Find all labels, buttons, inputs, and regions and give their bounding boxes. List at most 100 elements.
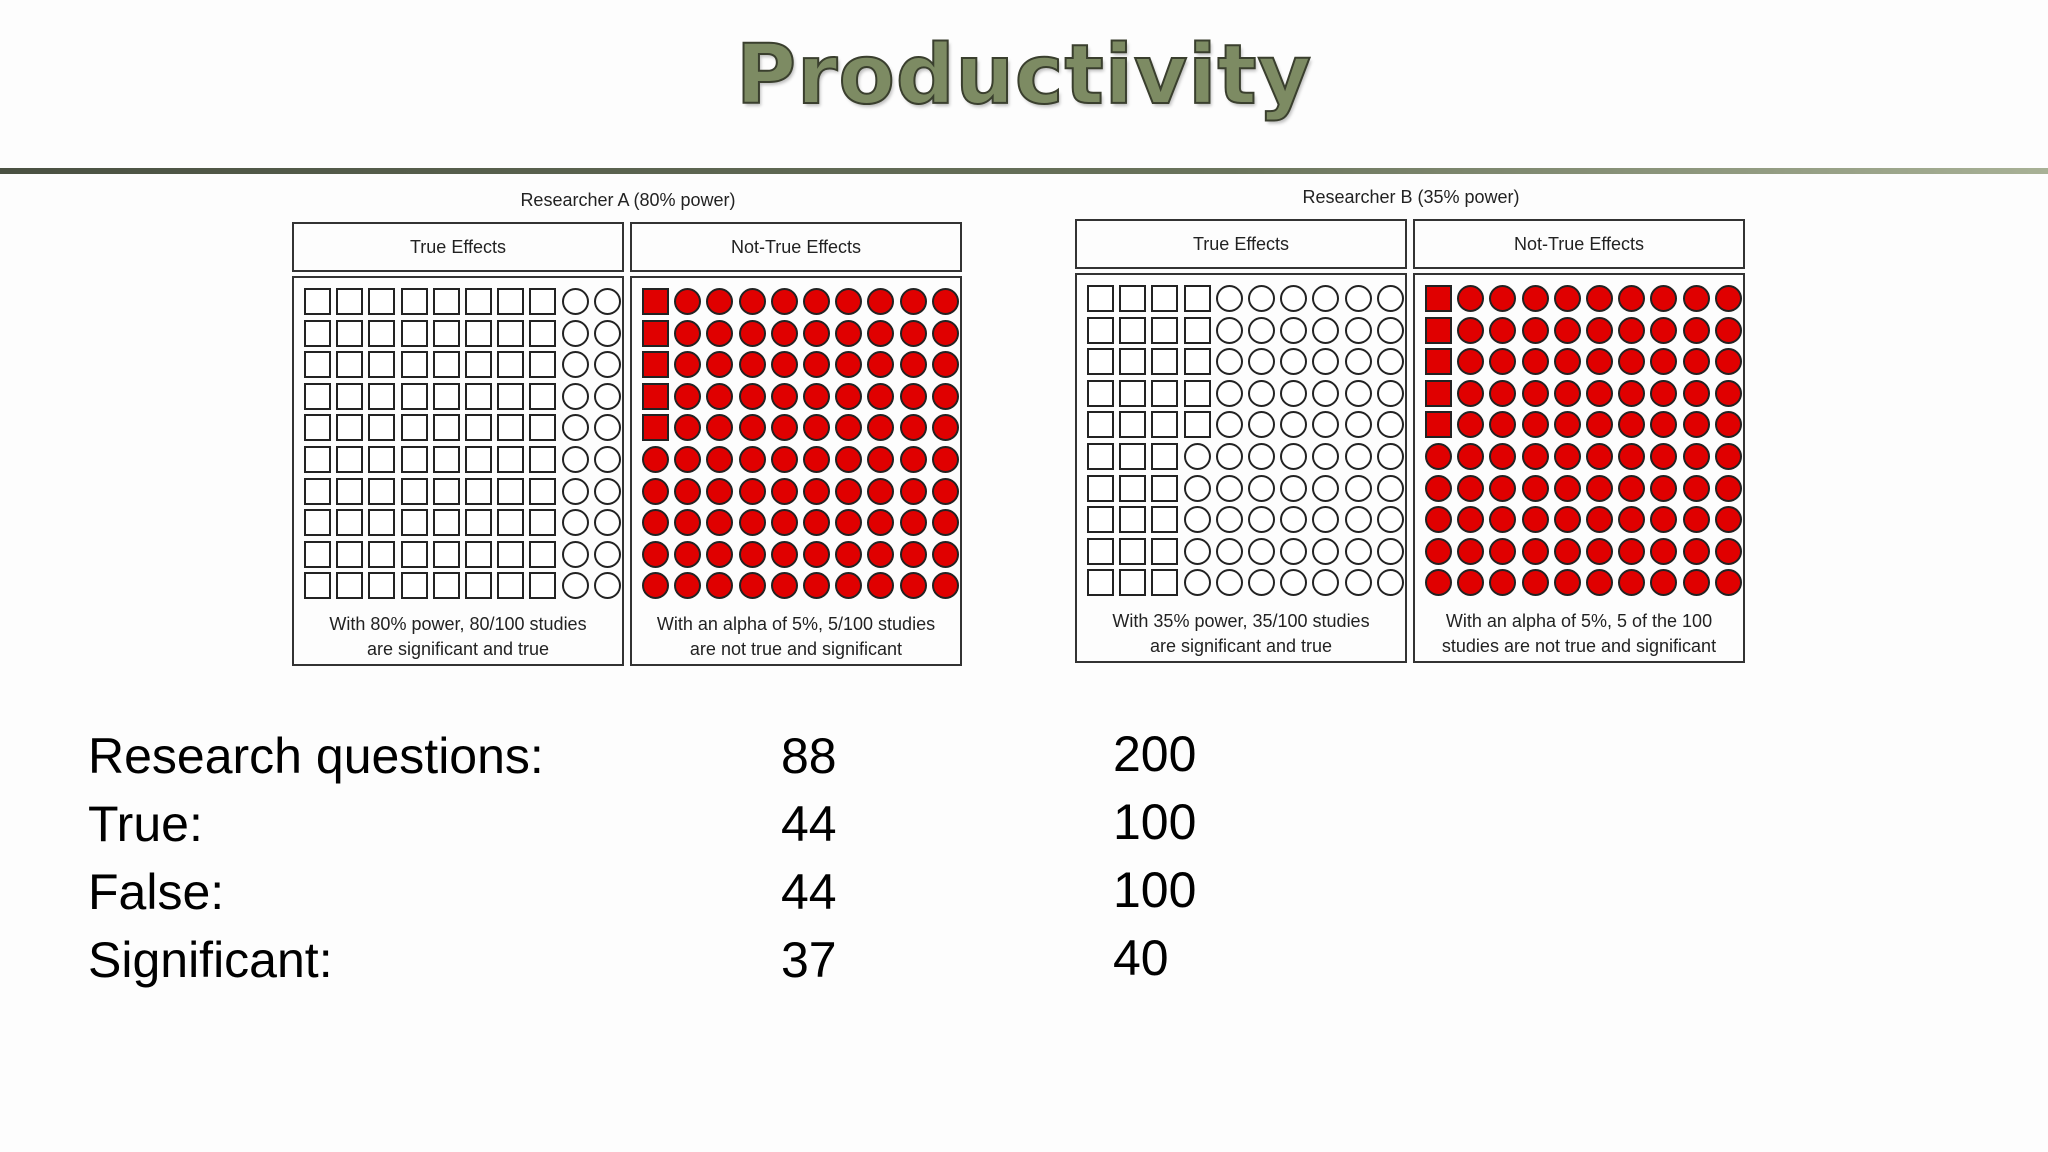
study-circle-marker [1521, 442, 1549, 470]
study-circle-marker [674, 414, 702, 442]
study-square-marker [497, 288, 525, 315]
study-circle-marker [561, 351, 589, 379]
study-circle-marker [867, 540, 895, 568]
study-square-marker [529, 382, 557, 410]
study-circle-marker [561, 445, 589, 473]
study-square-marker [1119, 316, 1147, 344]
study-circle-marker [1682, 506, 1710, 534]
study-circle-marker [931, 382, 959, 410]
study-square-marker [529, 351, 557, 379]
study-square-marker [1183, 316, 1211, 344]
study-square-marker [1119, 411, 1147, 439]
stat-value-b: 40 [1113, 930, 1169, 986]
study-circle-marker [1618, 316, 1646, 344]
study-circle-marker [1521, 285, 1549, 312]
study-square-marker [400, 319, 428, 347]
study-grid [1087, 285, 1404, 597]
study-circle-marker [706, 319, 734, 347]
study-square-marker [368, 540, 396, 568]
study-circle-marker [1457, 569, 1485, 597]
study-circle-marker [1344, 569, 1372, 597]
study-square-marker [1119, 442, 1147, 470]
study-circle-marker [1215, 569, 1243, 597]
study-square-marker [304, 509, 331, 537]
study-circle-marker [1344, 285, 1372, 312]
study-circle-marker [1682, 285, 1710, 312]
study-circle-marker [1521, 316, 1549, 344]
study-square-marker [464, 509, 492, 537]
study-circle-marker [1247, 316, 1275, 344]
study-circle-marker [738, 288, 766, 315]
researcher-b-caption: Researcher B (35% power) [1302, 187, 1520, 207]
study-circle-marker [1425, 442, 1452, 470]
study-circle-marker [770, 445, 798, 473]
study-circle-marker [1280, 379, 1308, 407]
column-header: True Effects [292, 222, 624, 272]
study-circle-marker [1247, 474, 1275, 502]
study-square-marker [464, 445, 492, 473]
study-square-marker [400, 414, 428, 442]
study-circle-marker [1489, 379, 1517, 407]
stat-value-b: 100 [1113, 862, 1197, 918]
study-circle-marker [802, 509, 830, 537]
study-square-marker [1151, 506, 1179, 534]
study-circle-marker [867, 445, 895, 473]
study-square-marker [336, 509, 364, 537]
column-note-line1: With 80% power, 80/100 studies [329, 614, 587, 634]
study-circle-marker [1376, 569, 1404, 597]
study-circle-marker [674, 319, 702, 347]
study-circle-marker [1280, 442, 1308, 470]
study-circle-marker [1215, 474, 1243, 502]
study-circle-marker [802, 477, 830, 505]
study-circle-marker [899, 540, 927, 568]
study-circle-marker [1457, 348, 1485, 376]
study-square-marker [304, 319, 331, 347]
study-square-marker [304, 477, 331, 505]
study-circle-marker [1618, 285, 1646, 312]
study-circle-marker [770, 351, 798, 379]
study-square-marker [304, 540, 331, 568]
study-square-marker [336, 382, 364, 410]
study-circle-marker [1247, 569, 1275, 597]
study-square-marker [464, 288, 492, 315]
study-square-marker [642, 414, 669, 442]
study-circle-marker [1714, 506, 1742, 534]
study-circle-marker [1425, 569, 1452, 597]
study-circle-marker [931, 319, 959, 347]
study-square-marker [368, 445, 396, 473]
study-circle-marker [593, 509, 621, 537]
study-circle-marker [899, 319, 927, 347]
study-circle-marker [931, 509, 959, 537]
study-circle-marker [674, 477, 702, 505]
study-circle-marker [835, 351, 863, 379]
researcher-a-panel: Researcher A (80% power) True Effects Wi… [292, 190, 964, 670]
study-circle-marker [1489, 569, 1517, 597]
column-body: With an alpha of 5%, 5 of the 100 studie… [1413, 273, 1745, 663]
study-square-marker [464, 414, 492, 442]
study-circle-marker [1714, 285, 1742, 312]
study-circle-marker [1457, 537, 1485, 565]
study-square-marker [464, 382, 492, 410]
study-circle-marker [802, 445, 830, 473]
study-circle-marker [1489, 506, 1517, 534]
study-circle-marker [1553, 285, 1581, 312]
study-square-marker [497, 540, 525, 568]
study-circle-marker [1312, 569, 1340, 597]
study-square-marker [432, 288, 460, 315]
study-circle-marker [674, 509, 702, 537]
study-circle-marker [706, 288, 734, 315]
study-circle-marker [899, 288, 927, 315]
study-circle-marker [1585, 379, 1613, 407]
study-square-marker [529, 414, 557, 442]
study-circle-marker [706, 351, 734, 379]
study-square-marker [529, 572, 557, 600]
study-square-marker [642, 319, 669, 347]
study-circle-marker [1650, 537, 1678, 565]
study-circle-marker [1585, 442, 1613, 470]
study-square-marker [497, 351, 525, 379]
column-note-line2: are significant and true [366, 639, 550, 659]
stats-row-significant: Significant: 37 40 [88, 930, 1288, 990]
study-square-marker [1425, 316, 1452, 344]
study-circle-marker [1215, 379, 1243, 407]
study-square-marker [1119, 537, 1147, 565]
